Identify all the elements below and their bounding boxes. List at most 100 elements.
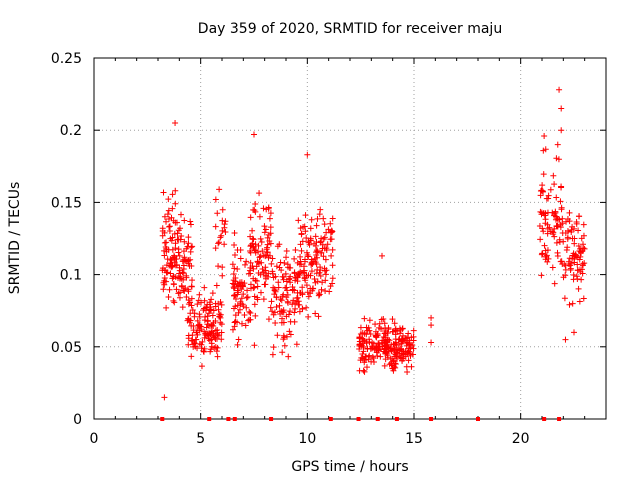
data-point	[264, 241, 271, 248]
data-point	[559, 220, 566, 227]
data-point	[541, 242, 548, 249]
data-point	[268, 260, 275, 267]
data-point	[393, 349, 400, 356]
data-point	[280, 307, 287, 314]
data-point	[550, 172, 557, 179]
axis-ticks: 0 5 10 15 20 0 0.05 0.1 0.15 0.2 0.25	[51, 51, 606, 447]
data-point	[280, 319, 287, 326]
data-point	[198, 363, 205, 370]
data-point	[208, 296, 215, 303]
data-point	[167, 263, 174, 270]
data-point	[282, 270, 289, 277]
data-point	[308, 256, 315, 263]
data-point	[318, 249, 325, 256]
data-point	[230, 305, 237, 312]
data-point	[178, 283, 185, 290]
data-point	[247, 259, 254, 266]
data-point	[231, 241, 238, 248]
data-point	[356, 341, 363, 348]
data-point	[163, 218, 170, 225]
data-point	[176, 252, 183, 259]
data-point	[567, 265, 574, 272]
data-point	[212, 196, 219, 203]
outlier-point	[379, 252, 385, 259]
data-point	[569, 300, 576, 307]
data-point	[369, 353, 376, 360]
data-point	[363, 353, 370, 360]
data-point	[191, 339, 198, 346]
data-point	[212, 344, 219, 351]
data-point	[196, 340, 203, 347]
data-point	[252, 277, 259, 284]
data-point	[329, 280, 336, 287]
data-point	[377, 353, 384, 360]
data-point	[321, 265, 328, 272]
data-point	[172, 219, 179, 226]
data-point	[188, 295, 195, 302]
data-point	[194, 301, 201, 308]
x-tick-label: 10	[298, 431, 316, 447]
data-point	[259, 248, 266, 255]
data-point	[298, 230, 305, 237]
data-point	[212, 303, 219, 310]
data-point	[218, 232, 225, 239]
data-point	[274, 332, 281, 339]
data-point	[314, 215, 321, 222]
data-point	[305, 293, 312, 300]
data-point	[389, 316, 396, 323]
data-point	[179, 304, 186, 311]
data-point	[367, 330, 374, 337]
data-point	[317, 264, 324, 271]
data-point	[208, 322, 215, 329]
x-tick-label: 15	[405, 431, 423, 447]
data-point	[231, 283, 238, 290]
data-point	[556, 236, 563, 243]
data-point	[219, 227, 226, 234]
data-point	[297, 290, 304, 297]
data-point	[403, 335, 410, 342]
data-point	[361, 359, 368, 366]
data-point	[251, 293, 258, 300]
data-point	[241, 312, 248, 319]
data-point	[253, 263, 260, 270]
data-point	[187, 218, 194, 225]
data-point	[194, 331, 201, 338]
data-point	[558, 206, 565, 213]
data-point	[275, 279, 282, 286]
data-point	[185, 234, 192, 241]
outlier-point	[428, 339, 435, 346]
data-point	[188, 337, 195, 344]
data-point	[161, 213, 168, 220]
data-point	[361, 368, 368, 375]
data-point	[553, 155, 560, 162]
zero-value-marker	[542, 417, 547, 421]
data-point	[235, 309, 242, 316]
data-point	[554, 223, 561, 230]
outlier-point	[558, 105, 565, 112]
data-point	[251, 301, 258, 308]
y-tick-label: 0.15	[51, 195, 82, 211]
data-point	[269, 268, 276, 275]
data-point	[222, 228, 229, 235]
data-point	[551, 280, 558, 287]
data-point	[246, 267, 253, 274]
data-point	[270, 274, 277, 281]
data-point	[315, 313, 322, 320]
data-point	[250, 236, 257, 243]
data-point	[319, 279, 326, 286]
data-point	[552, 208, 559, 215]
data-point	[313, 222, 320, 229]
data-point	[177, 225, 184, 232]
data-point	[313, 260, 320, 267]
data-point	[176, 294, 183, 301]
data-point	[382, 350, 389, 357]
data-point	[551, 233, 558, 240]
data-point	[327, 220, 334, 227]
data-point	[232, 295, 239, 302]
data-point	[553, 239, 560, 246]
data-point	[234, 265, 241, 272]
data-point	[237, 279, 244, 286]
zero-value-marker	[328, 417, 333, 421]
data-point	[255, 242, 262, 249]
data-point	[386, 337, 393, 344]
